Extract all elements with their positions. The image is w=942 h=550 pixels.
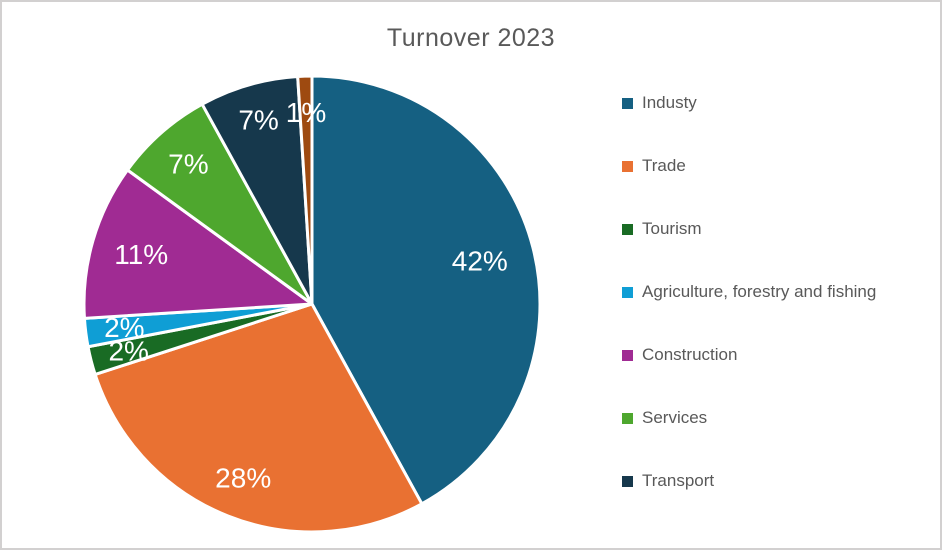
legend-item-industy[interactable]: Industy: [622, 93, 876, 112]
chart-legend: Industy Trade Tourism Agriculture, forestry…: [622, 93, 877, 535]
legend-swatch-icon: [622, 349, 633, 361]
legend-label: Tourism: [642, 219, 702, 238]
data-label-tourism: 2%: [108, 336, 148, 367]
pie-slice-unlabeled[interactable]: [296, 74, 314, 306]
legend-swatch-icon: [622, 223, 633, 235]
legend-swatch-icon: [622, 412, 633, 424]
legend-label: Services: [642, 408, 708, 427]
legend-item-transport[interactable]: Transport: [622, 471, 876, 490]
legend-item-construction[interactable]: Construction: [622, 345, 876, 364]
legend-label: Industy: [642, 93, 697, 112]
pie-slice-industy[interactable]: [310, 74, 542, 506]
legend-item-services[interactable]: Services: [622, 408, 876, 427]
legend-item-trade[interactable]: Trade: [622, 156, 876, 175]
data-label-services: 7%: [168, 148, 208, 179]
legend-swatch-icon: [622, 286, 633, 298]
legend-item-agriculture-forestry-and-fishing[interactable]: Agriculture, forestry and fishing: [622, 282, 877, 301]
data-label-transport: 7%: [238, 105, 278, 136]
chart-title: Turnover 2023: [386, 24, 556, 52]
pie-slice-trade[interactable]: [93, 302, 424, 534]
data-label-industy: 42%: [452, 245, 508, 276]
data-label-trade: 28%: [215, 462, 271, 493]
legend-label: Agriculture, forestry and fishing: [642, 282, 877, 301]
legend-swatch-icon: [622, 160, 633, 172]
legend-label: Trade: [642, 156, 686, 175]
legend-label: Transport: [642, 471, 715, 490]
legend-swatch-icon: [622, 97, 633, 109]
data-label-construction: 11%: [114, 239, 168, 270]
legend-label: Construction: [642, 345, 738, 364]
legend-swatch-icon: [622, 475, 633, 487]
legend-item-tourism[interactable]: Tourism: [622, 219, 876, 238]
pie-slice-construction[interactable]: [82, 168, 314, 320]
data-label-agriculture-forestry-and-fishing: 2%: [104, 312, 144, 343]
data-label-unlabeled: 1%: [286, 97, 326, 128]
